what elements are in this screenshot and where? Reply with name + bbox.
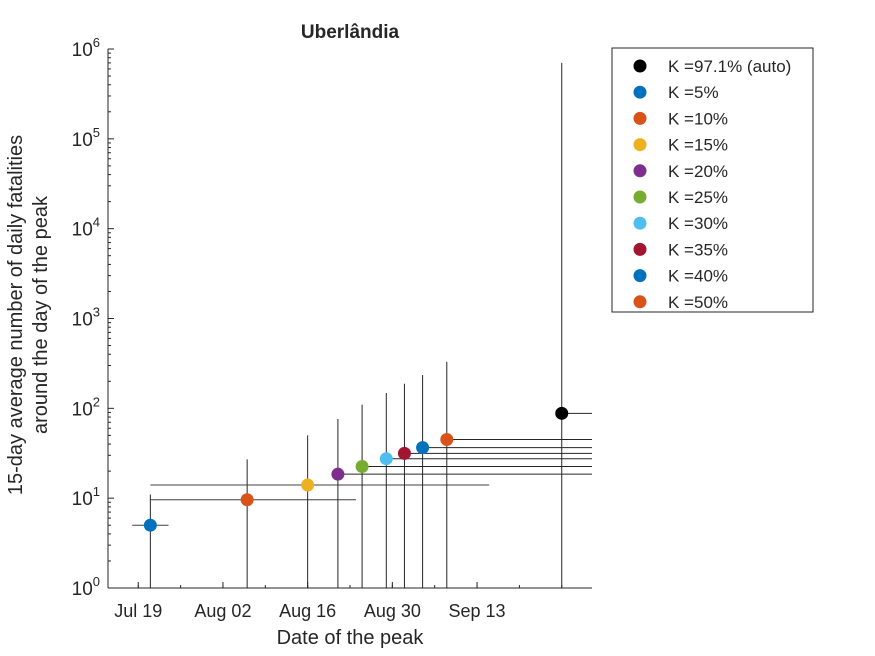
legend-marker	[633, 111, 647, 125]
plot-markers	[143, 406, 569, 532]
data-point	[331, 467, 345, 481]
legend-marker	[633, 190, 647, 204]
x-axis-label: Date of the peak	[277, 627, 425, 649]
y-axis-label-line-1: 15-day average number of daily fatalitie…	[5, 135, 27, 495]
x-tick-label: Sep 13	[449, 601, 506, 621]
legend-label: K =10%	[668, 109, 728, 128]
data-point	[440, 432, 454, 446]
y-tick-label: 106	[72, 35, 100, 61]
y-tick-label: 100	[72, 574, 100, 600]
data-point	[555, 406, 569, 420]
legend-marker	[633, 269, 647, 283]
data-point	[379, 452, 393, 466]
data-point	[240, 493, 254, 507]
legend-label: K =50%	[668, 293, 728, 312]
y-tick-label: 102	[72, 394, 100, 420]
legend-marker	[633, 59, 647, 73]
y-tick-label: 101	[72, 484, 100, 510]
y-tick-label: 103	[72, 305, 100, 331]
x-tick-label: Aug 16	[279, 601, 336, 621]
y-tick-label: 105	[72, 125, 100, 151]
legend-label: K =97.1% (auto)	[668, 57, 791, 76]
y-axis-label: 15-day average number of daily fatalitie…	[5, 135, 52, 495]
plot-lines	[132, 62, 592, 588]
legend-label: K =35%	[668, 240, 728, 259]
legend-marker	[633, 216, 647, 230]
legend-label: K =20%	[668, 162, 728, 181]
chart-title: Uberlândia	[301, 22, 400, 43]
legend: K =97.1% (auto) K =5% K =10% K =15% K =20% K …	[611, 47, 814, 313]
legend-label: K =15%	[668, 136, 728, 155]
data-point	[143, 518, 157, 532]
legend-label: K =30%	[668, 214, 728, 233]
x-tick-label: Aug 02	[194, 601, 251, 621]
data-point	[355, 460, 369, 474]
plot-axes	[107, 49, 592, 589]
plot-ticks: 100 101 102 103 104 105 106 Jul 19 Aug 02 Aug 16 A…	[72, 35, 563, 621]
x-tick-label: Aug 30	[364, 601, 421, 621]
legend-marker	[633, 242, 647, 256]
legend-label: K =40%	[668, 267, 728, 286]
legend-marker	[633, 138, 647, 152]
legend-label: K =5%	[668, 83, 719, 102]
legend-marker	[633, 295, 647, 309]
legend-label: K =25%	[668, 188, 728, 207]
data-point	[397, 446, 411, 460]
y-axis-label-line-2: around the day of the peak	[30, 195, 52, 434]
legend-marker	[633, 85, 647, 99]
legend-marker	[633, 164, 647, 178]
data-point	[416, 441, 430, 455]
y-tick-label: 104	[72, 215, 100, 241]
x-tick-label: Jul 19	[114, 601, 162, 621]
data-point	[301, 478, 315, 492]
